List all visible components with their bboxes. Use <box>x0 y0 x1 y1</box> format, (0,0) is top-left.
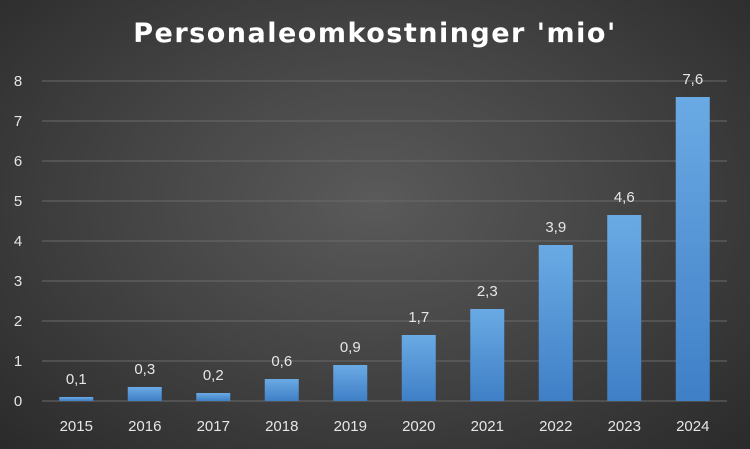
y-tick-label: 4 <box>14 233 22 250</box>
y-axis-ticks: 0 1 2 3 4 5 6 7 8 <box>14 73 22 410</box>
x-tick-label-2016: 2016 <box>128 418 161 435</box>
y-tick-label: 5 <box>14 193 22 210</box>
bar-2017 <box>196 393 231 401</box>
x-tick-label-2015: 2015 <box>60 418 93 435</box>
x-tick-label-2018: 2018 <box>265 418 298 435</box>
y-tick-label: 7 <box>14 113 22 130</box>
bar-2023 <box>607 215 642 401</box>
data-label-2020: 1,7 <box>408 309 429 326</box>
x-tick-label-2022: 2022 <box>539 418 572 435</box>
bar-2019 <box>333 365 368 401</box>
bar-2015 <box>59 397 94 401</box>
x-tick-label-2021: 2021 <box>471 418 504 435</box>
x-tick-label-2019: 2019 <box>334 418 367 435</box>
bar-2021 <box>470 309 505 401</box>
data-label-2022: 3,9 <box>545 219 566 236</box>
x-tick-label-2017: 2017 <box>197 418 230 435</box>
x-tick-label-2024: 2024 <box>676 418 709 435</box>
y-tick-label: 0 <box>14 393 22 410</box>
bar-2016 <box>127 387 162 401</box>
x-tick-label-2023: 2023 <box>608 418 641 435</box>
x-tick-label-2020: 2020 <box>402 418 435 435</box>
data-label-2018: 0,6 <box>271 353 292 370</box>
data-labels: 0,1 0,3 0,2 0,6 0,9 1,7 2,3 3,9 4,6 7,6 <box>66 71 703 388</box>
y-tick-label: 8 <box>14 73 22 90</box>
y-tick-label: 6 <box>14 153 22 170</box>
data-label-2024: 7,6 <box>682 71 703 88</box>
bar-2018 <box>264 379 299 401</box>
bar-2024 <box>675 97 710 401</box>
bar-2020 <box>401 335 436 401</box>
data-label-2021: 2,3 <box>477 283 498 300</box>
data-label-2015: 0,1 <box>66 371 87 388</box>
chart-title: Personaleomkostninger 'mio' <box>133 18 617 49</box>
data-label-2019: 0,9 <box>340 339 361 356</box>
bar-2022 <box>538 245 573 401</box>
y-tick-label: 2 <box>14 313 22 330</box>
x-axis-ticks: 2015 2016 2017 2018 2019 2020 2021 2022 2023 2024 <box>60 418 710 435</box>
data-label-2023: 4,6 <box>614 189 635 206</box>
bars <box>59 97 710 401</box>
y-tick-label: 1 <box>14 353 22 370</box>
data-label-2017: 0,2 <box>203 367 224 384</box>
y-tick-label: 3 <box>14 273 22 290</box>
data-label-2016: 0,3 <box>134 361 155 378</box>
